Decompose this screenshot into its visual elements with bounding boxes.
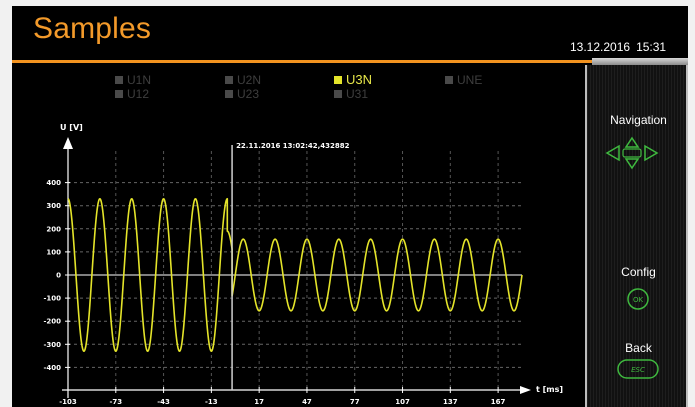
header-divider: [12, 60, 688, 63]
chart-series: [67, 197, 523, 353]
y-tick-label: -100: [43, 295, 61, 303]
chart-grid: [65, 151, 522, 393]
legend-label: U2N: [237, 73, 262, 87]
ok-button[interactable]: OK: [625, 286, 651, 312]
x-tick-label: 47: [302, 398, 312, 406]
y-tick-label: 0: [56, 272, 61, 280]
date-text: 13.12.2016: [570, 40, 631, 54]
x-tick-label: -73: [109, 398, 122, 406]
navigation-arrows-icon[interactable]: [605, 136, 661, 170]
x-tick-label: 17: [254, 398, 264, 406]
legend-item-u2n[interactable]: U2N: [225, 73, 261, 87]
legend-label: U12: [127, 87, 150, 101]
esc-button[interactable]: ESC: [616, 358, 660, 380]
header-divider-cap: [592, 58, 688, 65]
cursor-timestamp: 22.11.2016 13:02:42,432882: [236, 142, 350, 150]
nav-up-icon[interactable]: [624, 136, 640, 148]
x-tick-label: 77: [350, 398, 360, 406]
legend-swatch: [225, 90, 233, 98]
chart-cursor[interactable]: 22.11.2016 13:02:42,432882: [231, 142, 350, 390]
x-axis-arrow: [520, 386, 531, 394]
y-tick-label: 300: [46, 202, 61, 210]
page-title: Samples: [33, 12, 152, 45]
esc-frame-icon: [617, 359, 659, 379]
nav-down-icon[interactable]: [624, 158, 640, 170]
nav-center-icon[interactable]: [622, 148, 642, 158]
config-label: Config: [621, 265, 656, 279]
y-tick-label: -300: [43, 341, 61, 349]
legend-label: UNE: [457, 73, 483, 87]
legend-label: U31: [346, 87, 369, 101]
legend-label: U1N: [127, 73, 152, 87]
legend-swatch: [115, 90, 123, 98]
back-label: Back: [625, 341, 652, 355]
y-tick-label: 100: [46, 248, 61, 256]
x-tick-label: -103: [59, 398, 77, 406]
nav-right-icon[interactable]: [644, 144, 659, 162]
x-tick-label: 167: [491, 398, 506, 406]
side-panel: Navigation Config OK Back ESC: [585, 65, 688, 407]
datetime-display: 13.12.2016 15:31: [570, 40, 666, 54]
y-axis-arrow: [63, 137, 73, 149]
legend-swatch: [115, 76, 123, 84]
legend-item-une[interactable]: UNE: [445, 73, 482, 87]
legend-item-u31[interactable]: U31: [334, 87, 368, 101]
chart-tick-labels: 400 300 200 100 0 -100 -200 -300 -400 -103 -73 -43 -…: [43, 179, 505, 406]
y-tick-label: 400: [46, 179, 61, 187]
legend-item-u12[interactable]: U12: [115, 87, 149, 101]
legend-item-u23[interactable]: U23: [225, 87, 259, 101]
nav-left-icon[interactable]: [605, 144, 620, 162]
esc-label: ESC: [631, 366, 645, 374]
legend-item-u1n[interactable]: U1N: [115, 73, 151, 87]
waveform-chart: U [V] t [ms] 400 300 200 100 0 -100 -200 -300 -4…: [43, 123, 563, 406]
x-tick-label: 137: [443, 398, 458, 406]
y-axis-title: U [V]: [60, 123, 83, 132]
legend-item-u3n[interactable]: U3N: [334, 72, 372, 87]
legend-label: U3N: [346, 72, 373, 87]
legend-swatch: [334, 90, 342, 98]
ok-ring-icon: [627, 288, 649, 310]
chart-axes: U [V] t [ms]: [60, 123, 563, 398]
u3n-trace: [67, 197, 523, 353]
legend-label: U23: [237, 87, 260, 101]
y-tick-label: -400: [43, 364, 61, 372]
x-tick-label: -43: [157, 398, 170, 406]
x-tick-label: -13: [205, 398, 218, 406]
legend-swatch: [445, 76, 453, 84]
navigation-label: Navigation: [610, 113, 667, 127]
x-axis-title: t [ms]: [536, 385, 563, 394]
time-text: 15:31: [636, 40, 667, 54]
legend-swatch: [225, 76, 233, 84]
legend-swatch: [334, 76, 342, 84]
y-tick-label: 200: [46, 225, 61, 233]
y-tick-label: -200: [43, 318, 61, 326]
ok-label: OK: [633, 296, 644, 304]
x-tick-label: 107: [395, 398, 410, 406]
device-screen: Samples 13.12.2016 15:31 U1N U2N U3N UNE …: [12, 6, 688, 407]
